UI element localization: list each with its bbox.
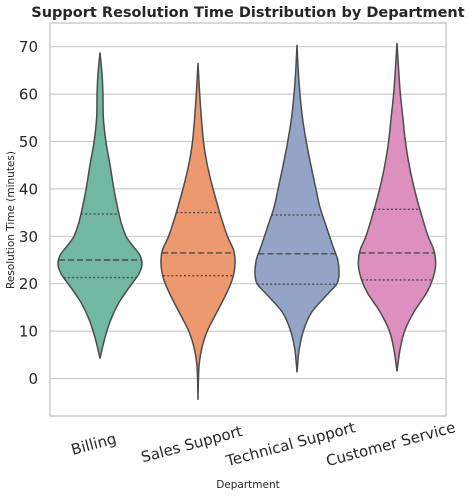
y-tick-label-10: 10 xyxy=(19,323,38,341)
violin-technical-support xyxy=(254,44,340,373)
violin-body-sales-support xyxy=(160,62,236,400)
y-tick-label-20: 20 xyxy=(19,275,38,293)
y-tick-label-60: 60 xyxy=(19,86,38,104)
violin-customer-service xyxy=(357,42,437,372)
y-tick-label-70: 70 xyxy=(19,38,38,56)
violin-body-billing xyxy=(57,52,143,359)
y-tick-label-0: 0 xyxy=(28,370,38,388)
y-tick-label-40: 40 xyxy=(19,180,38,198)
plot-frame xyxy=(49,22,447,417)
x-axis-label: Department xyxy=(216,479,280,491)
y-tick-label-50: 50 xyxy=(19,133,38,151)
y-tick-label-30: 30 xyxy=(19,228,38,246)
violin-billing xyxy=(57,52,143,359)
violins xyxy=(57,42,437,400)
violin-body-customer-service xyxy=(357,42,437,372)
y-axis-label: Resolution Time (minutes) xyxy=(5,151,17,289)
violin-body-technical-support xyxy=(254,44,340,373)
x-tick-label-billing: Billing xyxy=(69,430,118,459)
violin-sales-support xyxy=(160,62,236,400)
chart-title: Support Resolution Time Distribution by … xyxy=(31,5,464,21)
y-tick-labels: 0 10 20 30 40 50 60 70 xyxy=(19,38,38,388)
